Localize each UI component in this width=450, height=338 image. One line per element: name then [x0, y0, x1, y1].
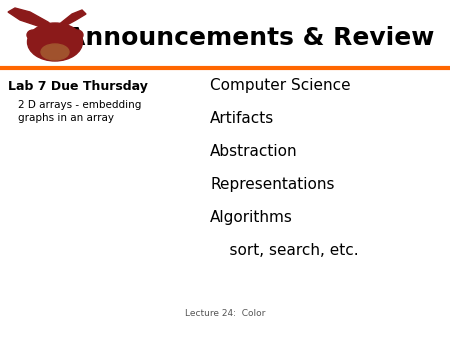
- Polygon shape: [55, 10, 86, 32]
- Text: Algorithms: Algorithms: [210, 210, 293, 225]
- Ellipse shape: [27, 30, 39, 40]
- Text: sort, search, etc.: sort, search, etc.: [210, 243, 359, 258]
- Text: Representations: Representations: [210, 177, 334, 192]
- Polygon shape: [8, 8, 55, 32]
- Text: 2 D arrays - embedding
graphs in an array: 2 D arrays - embedding graphs in an arra…: [18, 100, 141, 123]
- Text: Lecture 24:  Color: Lecture 24: Color: [185, 309, 265, 318]
- Ellipse shape: [41, 44, 69, 60]
- Ellipse shape: [27, 23, 82, 61]
- Text: Announcements & Review: Announcements & Review: [66, 26, 434, 50]
- Text: Computer Science: Computer Science: [210, 78, 351, 93]
- Ellipse shape: [71, 30, 83, 40]
- Text: Artifacts: Artifacts: [210, 111, 274, 126]
- Text: Abstraction: Abstraction: [210, 144, 297, 159]
- Text: Lab 7 Due Thursday: Lab 7 Due Thursday: [8, 80, 148, 93]
